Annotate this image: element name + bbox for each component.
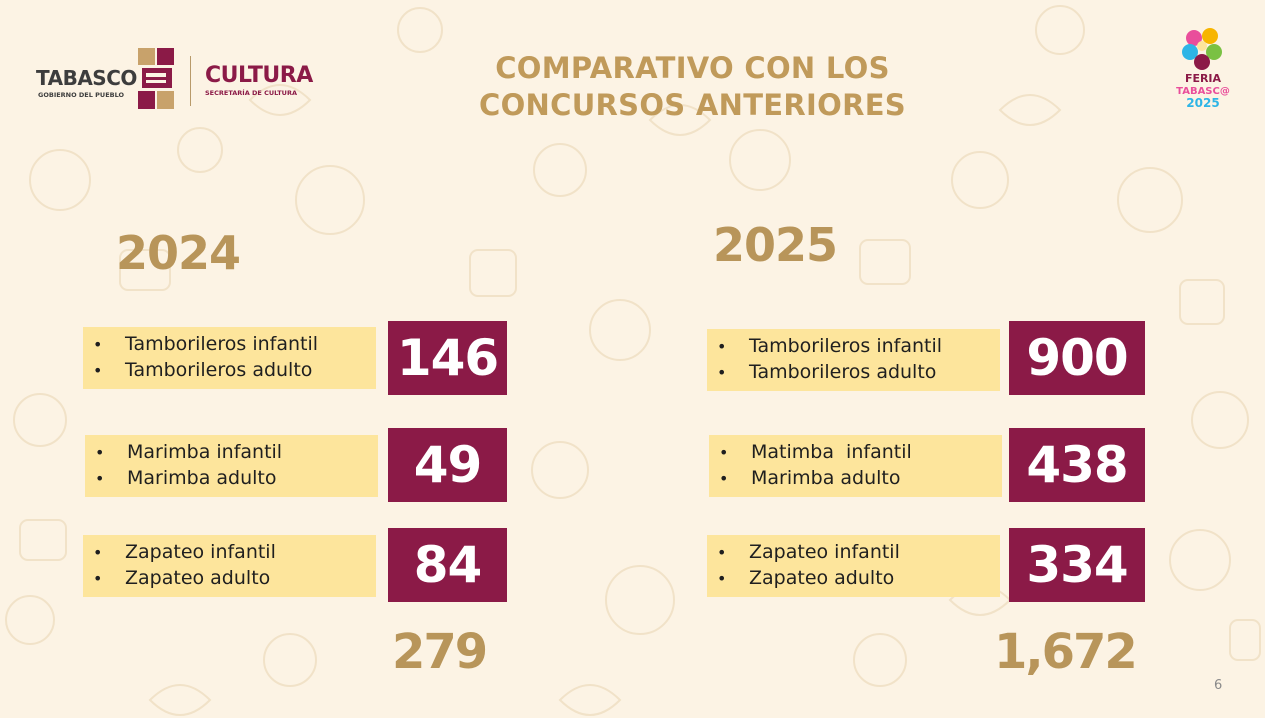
bullet: • bbox=[93, 542, 103, 562]
feria-tabasco-logo: FERIA TABASC@ 2025 bbox=[1176, 28, 1230, 110]
page-title: COMPARATIVO CON LOS CONCURSOS ANTERIORES bbox=[400, 50, 985, 124]
category-box-zapateo-2024: • Zapateo infantil • Zapateo adulto bbox=[83, 535, 376, 597]
total-2025: 1,672 bbox=[994, 624, 1138, 680]
category-label: Tamborileros infantil bbox=[749, 335, 943, 357]
bullet: • bbox=[93, 360, 103, 380]
logo-divider bbox=[190, 56, 191, 106]
bullet: • bbox=[717, 336, 727, 356]
count-marimba-2025: 438 bbox=[1009, 428, 1145, 502]
count-tamborileros-2024: 146 bbox=[388, 321, 507, 395]
category-box-marimba-2025: • Matimba infantil • Marimba adulto bbox=[709, 435, 1002, 497]
list-item: • Zapateo adulto bbox=[715, 565, 990, 591]
list-item: • Tamborileros adulto bbox=[715, 359, 990, 385]
cultura-logo: CULTURA SECRETARÍA DE CULTURA bbox=[205, 63, 313, 98]
count-tamborileros-2025: 900 bbox=[1009, 321, 1145, 395]
svg-text:TABASC@: TABASC@ bbox=[1176, 86, 1230, 97]
total-2024: 279 bbox=[392, 624, 488, 680]
count-zapateo-2025: 334 bbox=[1009, 528, 1145, 602]
page-title-line2: CONCURSOS ANTERIORES bbox=[479, 88, 906, 122]
list-item: • Zapateo infantil bbox=[91, 539, 366, 565]
list-item: • Zapateo adulto bbox=[91, 565, 366, 591]
bullet: • bbox=[719, 442, 729, 462]
category-label: Zapateo infantil bbox=[125, 541, 276, 563]
cultura-logo-subtitle: SECRETARÍA DE CULTURA bbox=[205, 89, 297, 97]
bullet: • bbox=[717, 568, 727, 588]
tabasco-glyph-icon bbox=[138, 48, 174, 109]
svg-text:2025: 2025 bbox=[1186, 96, 1219, 110]
category-label: Tamborileros adulto bbox=[749, 361, 937, 383]
list-item: • Tamborileros infantil bbox=[91, 331, 366, 357]
bullet: • bbox=[93, 334, 103, 354]
cultura-logo-text: CULTURA bbox=[205, 63, 313, 88]
bullet: • bbox=[95, 442, 105, 462]
category-label: Matimba infantil bbox=[751, 441, 912, 463]
bullet: • bbox=[717, 542, 727, 562]
tabasco-logo: TABASCO GOBIERNO DEL PUEBLO bbox=[36, 46, 176, 112]
list-item: • Marimba infantil bbox=[93, 439, 368, 465]
category-label: Tamborileros adulto bbox=[125, 359, 313, 381]
list-item: • Matimba infantil bbox=[717, 439, 992, 465]
count-marimba-2024: 49 bbox=[388, 428, 507, 502]
bullet: • bbox=[93, 568, 103, 588]
year-2024-label: 2024 bbox=[116, 226, 241, 280]
tabasco-logo-text: TABASCO bbox=[36, 66, 137, 90]
bullet: • bbox=[95, 468, 105, 488]
category-label: Zapateo infantil bbox=[749, 541, 900, 563]
count-zapateo-2024: 84 bbox=[388, 528, 507, 602]
category-box-tamborileros-2025: • Tamborileros infantil • Tamborileros adu… bbox=[707, 329, 1000, 391]
category-label: Marimba adulto bbox=[751, 467, 901, 489]
list-item: • Marimba adulto bbox=[717, 465, 992, 491]
list-item: • Tamborileros infantil bbox=[715, 333, 990, 359]
bullet: • bbox=[717, 362, 727, 382]
page-title-line1: COMPARATIVO CON LOS bbox=[495, 51, 890, 85]
page-number: 6 bbox=[1214, 678, 1223, 693]
svg-text:FERIA: FERIA bbox=[1185, 72, 1222, 85]
category-label: Marimba adulto bbox=[127, 467, 277, 489]
category-label: Zapateo adulto bbox=[125, 567, 271, 589]
category-box-zapateo-2025: • Zapateo infantil • Zapateo adulto bbox=[707, 535, 1000, 597]
category-label: Marimba infantil bbox=[127, 441, 283, 463]
category-box-tamborileros-2024: • Tamborileros infantil • Tamborileros adu… bbox=[83, 327, 376, 389]
category-label: Zapateo adulto bbox=[749, 567, 895, 589]
list-item: • Zapateo infantil bbox=[715, 539, 990, 565]
year-2025-label: 2025 bbox=[713, 218, 838, 272]
list-item: • Tamborileros adulto bbox=[91, 357, 366, 383]
category-label: Tamborileros infantil bbox=[125, 333, 319, 355]
bullet: • bbox=[719, 468, 729, 488]
list-item: • Marimba adulto bbox=[93, 465, 368, 491]
category-box-marimba-2024: • Marimba infantil • Marimba adulto bbox=[85, 435, 378, 497]
tabasco-logo-subtitle: GOBIERNO DEL PUEBLO bbox=[38, 91, 125, 99]
